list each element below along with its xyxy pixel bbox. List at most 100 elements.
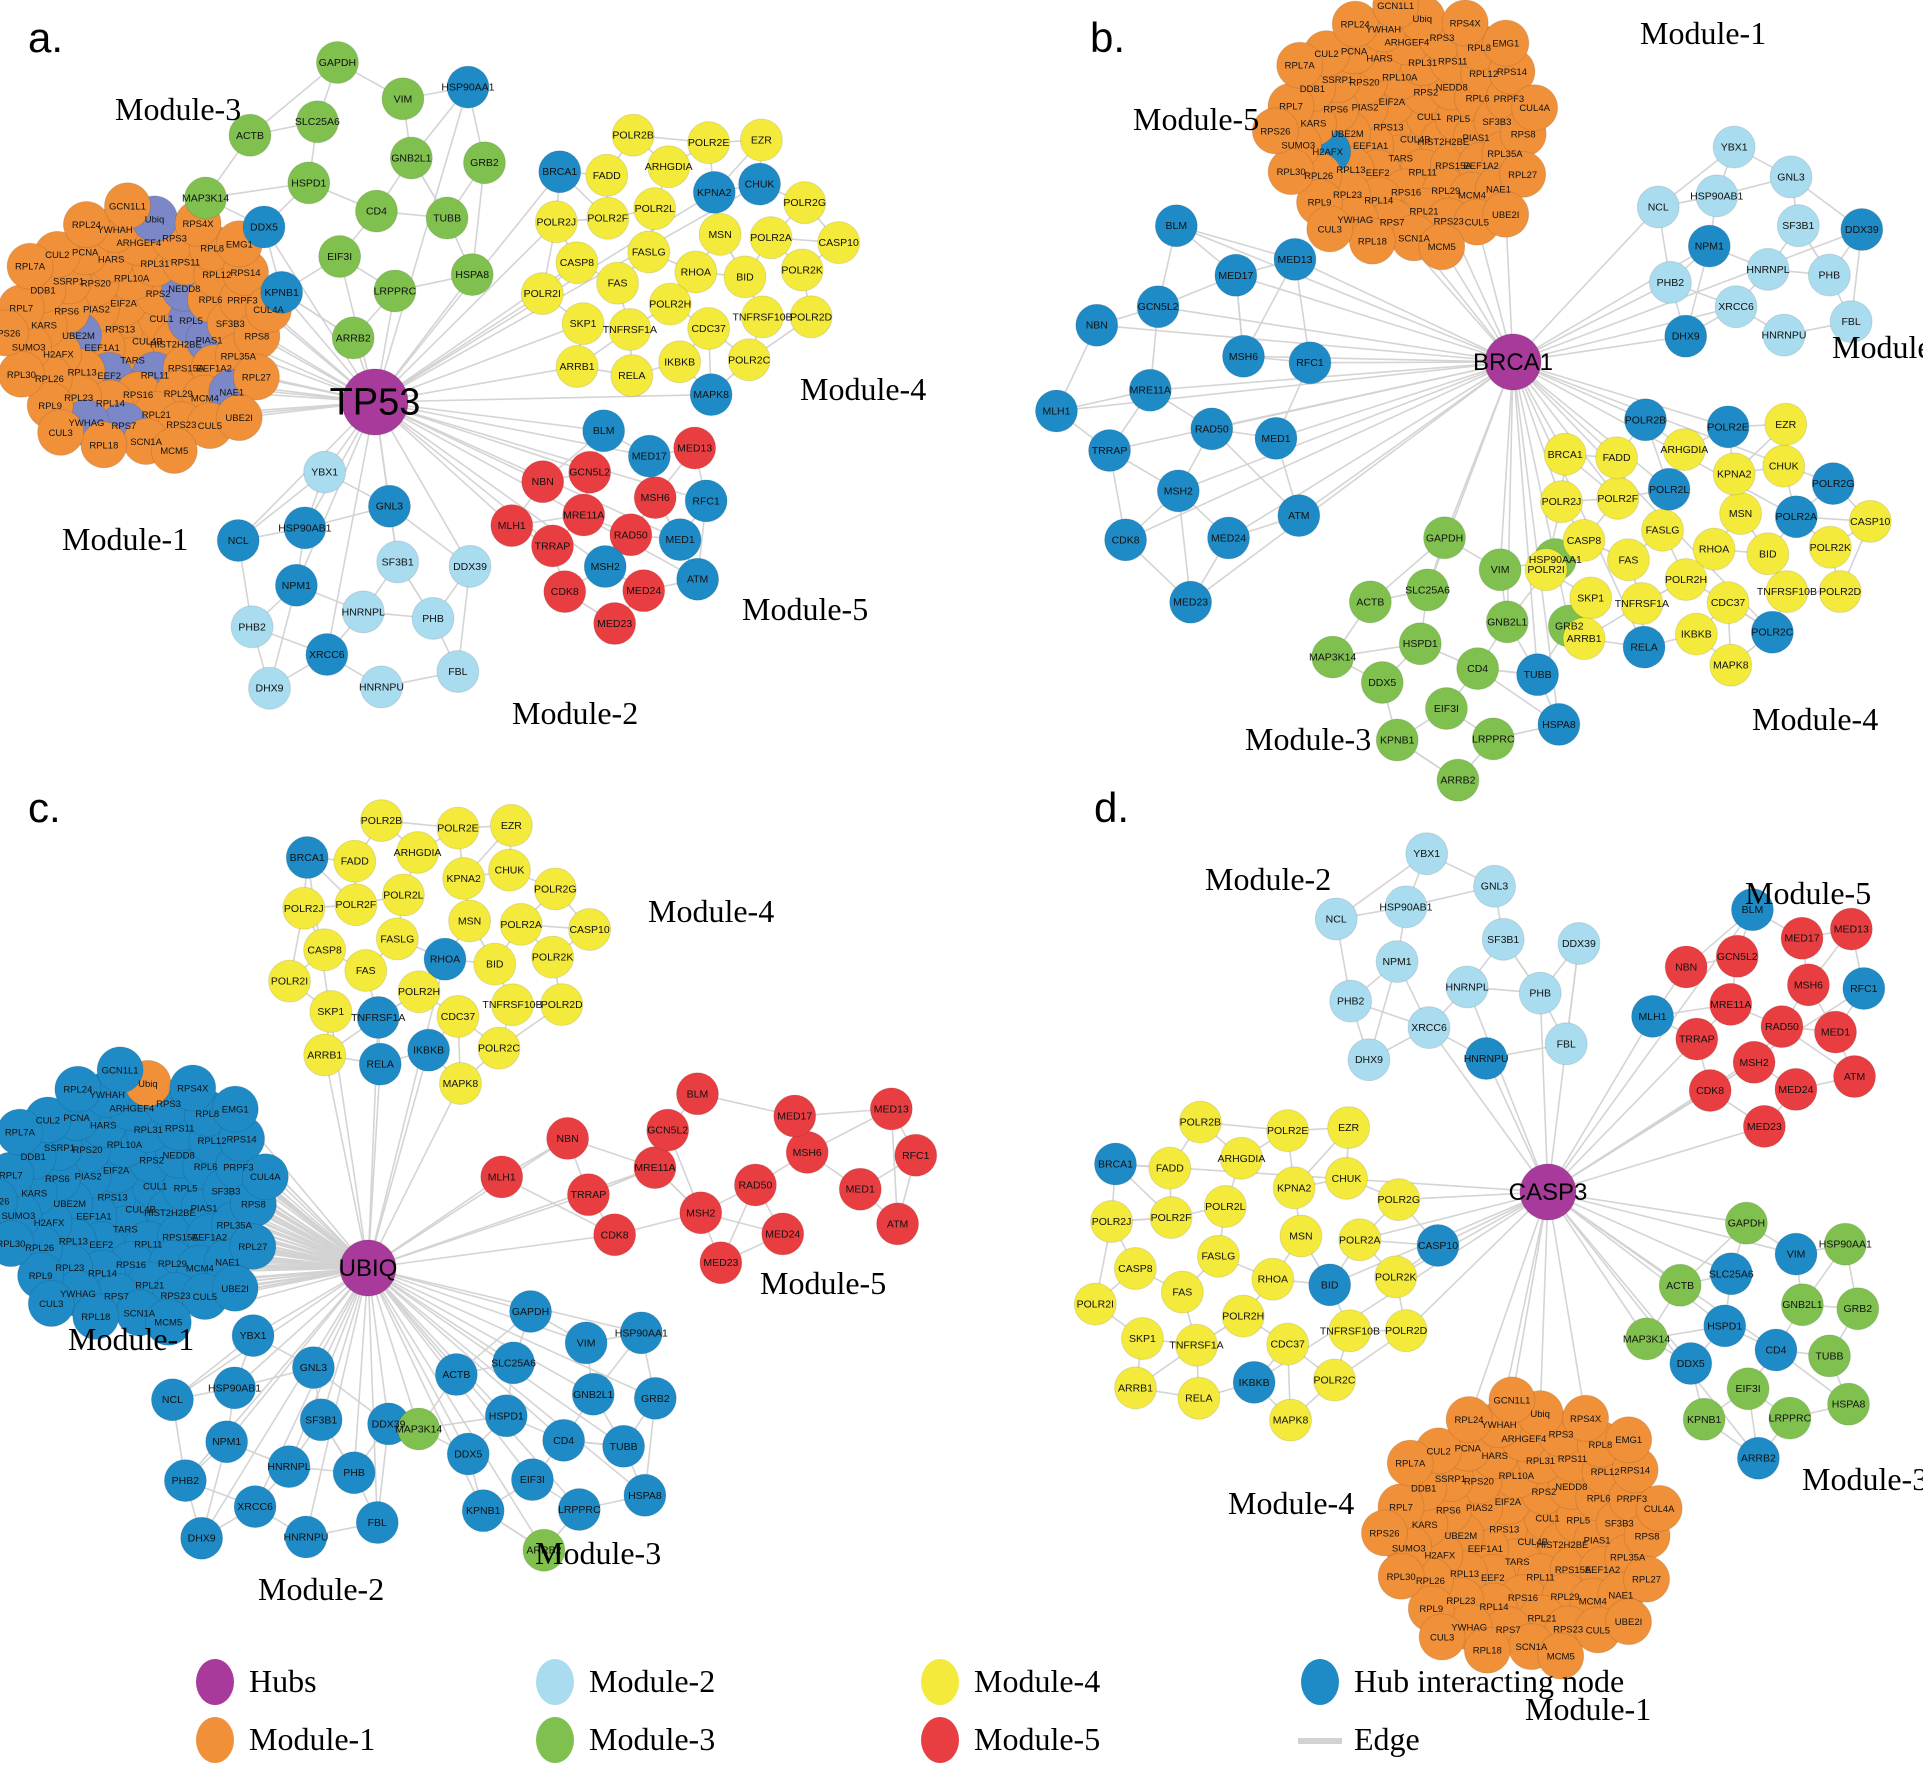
node-hspa8[interactable] (623, 1473, 667, 1517)
node-rfc1[interactable] (1288, 341, 1332, 385)
node-polr2a[interactable] (1774, 495, 1818, 539)
node-ddx5[interactable] (446, 1432, 490, 1476)
node-npm1[interactable] (1687, 224, 1731, 268)
node-fbl[interactable] (436, 650, 480, 694)
node-ezr[interactable] (489, 803, 533, 847)
node-rpl18[interactable] (80, 421, 128, 469)
node-ube2i[interactable] (215, 394, 263, 442)
node-fbl[interactable] (1829, 300, 1873, 344)
node-gcn1l1[interactable] (1372, 0, 1420, 30)
node-hsp90ab1[interactable] (213, 1366, 257, 1410)
node-kpna2[interactable] (1272, 1166, 1316, 1210)
node-polr2f[interactable] (586, 196, 630, 240)
node-rhoa[interactable] (1692, 527, 1736, 571)
node-eif3i[interactable] (1726, 1367, 1770, 1411)
node-rps4x[interactable] (169, 1064, 217, 1112)
node-rpl30[interactable] (1377, 1552, 1425, 1600)
node-polr2g[interactable] (1811, 462, 1855, 506)
node-med13[interactable] (1829, 907, 1873, 951)
node-mapk8[interactable] (1709, 643, 1753, 687)
node-faslg[interactable] (1196, 1234, 1240, 1278)
node-gnb2l1[interactable] (389, 136, 433, 180)
node-rpl18[interactable] (1463, 1626, 1511, 1674)
node-kpna2[interactable] (1712, 452, 1756, 496)
node-rad50[interactable] (733, 1163, 777, 1207)
node-hsp90aa1[interactable] (446, 65, 490, 109)
node-cul3[interactable] (1306, 205, 1354, 253)
node-gnl3[interactable] (1769, 155, 1813, 199)
node-hspa8[interactable] (1827, 1382, 1871, 1426)
node-cdc37[interactable] (687, 306, 731, 350)
node-mcm5[interactable] (150, 427, 198, 475)
node-gnb2l1[interactable] (571, 1372, 615, 1416)
node-rpl24[interactable] (1331, 0, 1379, 48)
node-ddx39[interactable] (448, 544, 492, 588)
node-med24[interactable] (1774, 1067, 1818, 1111)
node-bid[interactable] (1746, 532, 1790, 576)
node-kpnb1[interactable] (1375, 718, 1419, 762)
node-vim[interactable] (381, 77, 425, 121)
node-gcn1l1[interactable] (103, 182, 151, 230)
node-fadd[interactable] (1595, 436, 1639, 480)
node-mcm5[interactable] (1418, 223, 1466, 271)
node-kpnb1[interactable] (260, 270, 304, 314)
node-mapk8[interactable] (689, 373, 733, 417)
node-tnfrsf10b[interactable] (1328, 1309, 1372, 1353)
node-map3k14[interactable] (1311, 635, 1355, 679)
node-polr2e[interactable] (1706, 405, 1750, 449)
node-polr2f[interactable] (1149, 1195, 1193, 1239)
node-polr2a[interactable] (1338, 1218, 1382, 1262)
node-fbl[interactable] (355, 1501, 399, 1545)
node-polr2b[interactable] (611, 113, 655, 157)
node-rhoa[interactable] (423, 937, 467, 981)
node-atm[interactable] (1833, 1055, 1877, 1099)
node-hsp90ab1[interactable] (1695, 174, 1739, 218)
node-hnrnpu[interactable] (1762, 313, 1806, 357)
node-kpna2[interactable] (692, 170, 736, 214)
node-ddx5[interactable] (1669, 1342, 1713, 1386)
node-fas[interactable] (596, 261, 640, 305)
node-polr2c[interactable] (477, 1026, 521, 1070)
node-polr2d[interactable] (789, 295, 833, 339)
node-msh2[interactable] (1156, 469, 1200, 513)
node-med13[interactable] (673, 426, 717, 470)
node-sf3b1[interactable] (1776, 204, 1820, 248)
node-rpl30[interactable] (0, 350, 45, 398)
node-bid[interactable] (723, 255, 767, 299)
node-casp8[interactable] (303, 928, 347, 972)
node-arrb2[interactable] (1736, 1436, 1780, 1480)
node-ncl[interactable] (216, 519, 260, 563)
node-tnfrsf10b[interactable] (740, 295, 784, 339)
node-polr2h[interactable] (397, 970, 441, 1014)
node-fas[interactable] (1606, 538, 1650, 582)
node-polr2d[interactable] (1818, 570, 1862, 614)
node-polr2l[interactable] (633, 187, 677, 231)
node-skp1[interactable] (309, 990, 353, 1034)
node-polr2b[interactable] (360, 799, 404, 843)
node-mapk8[interactable] (438, 1061, 482, 1105)
node-msh2[interactable] (583, 545, 627, 589)
node-msh2[interactable] (679, 1191, 723, 1235)
node-polr2i[interactable] (1073, 1282, 1117, 1326)
node-hnrnpl[interactable] (341, 590, 385, 634)
node-nbn[interactable] (521, 460, 565, 504)
node-fbl[interactable] (1544, 1022, 1588, 1066)
node-mcm5[interactable] (144, 1298, 192, 1346)
node-chuk[interactable] (488, 848, 532, 892)
node-polr2l[interactable] (381, 873, 425, 917)
node-nbn[interactable] (1075, 303, 1119, 347)
node-arrb1[interactable] (1114, 1366, 1158, 1410)
node-phb[interactable] (411, 596, 455, 640)
node-rpl24[interactable] (1445, 1396, 1493, 1444)
node-ikbkb[interactable] (658, 340, 702, 384)
node-msn[interactable] (448, 899, 492, 943)
node-med1[interactable] (658, 518, 702, 562)
node-polr2c[interactable] (1750, 610, 1794, 654)
node-hspd1[interactable] (1398, 622, 1442, 666)
node-polr2e[interactable] (1266, 1109, 1310, 1153)
node-rpl27[interactable] (1623, 1555, 1671, 1603)
node-actb[interactable] (1348, 580, 1392, 624)
node-rpl27[interactable] (1499, 150, 1547, 198)
node-slc25a6[interactable] (492, 1341, 536, 1385)
hub-node-brca1[interactable] (1484, 333, 1542, 391)
